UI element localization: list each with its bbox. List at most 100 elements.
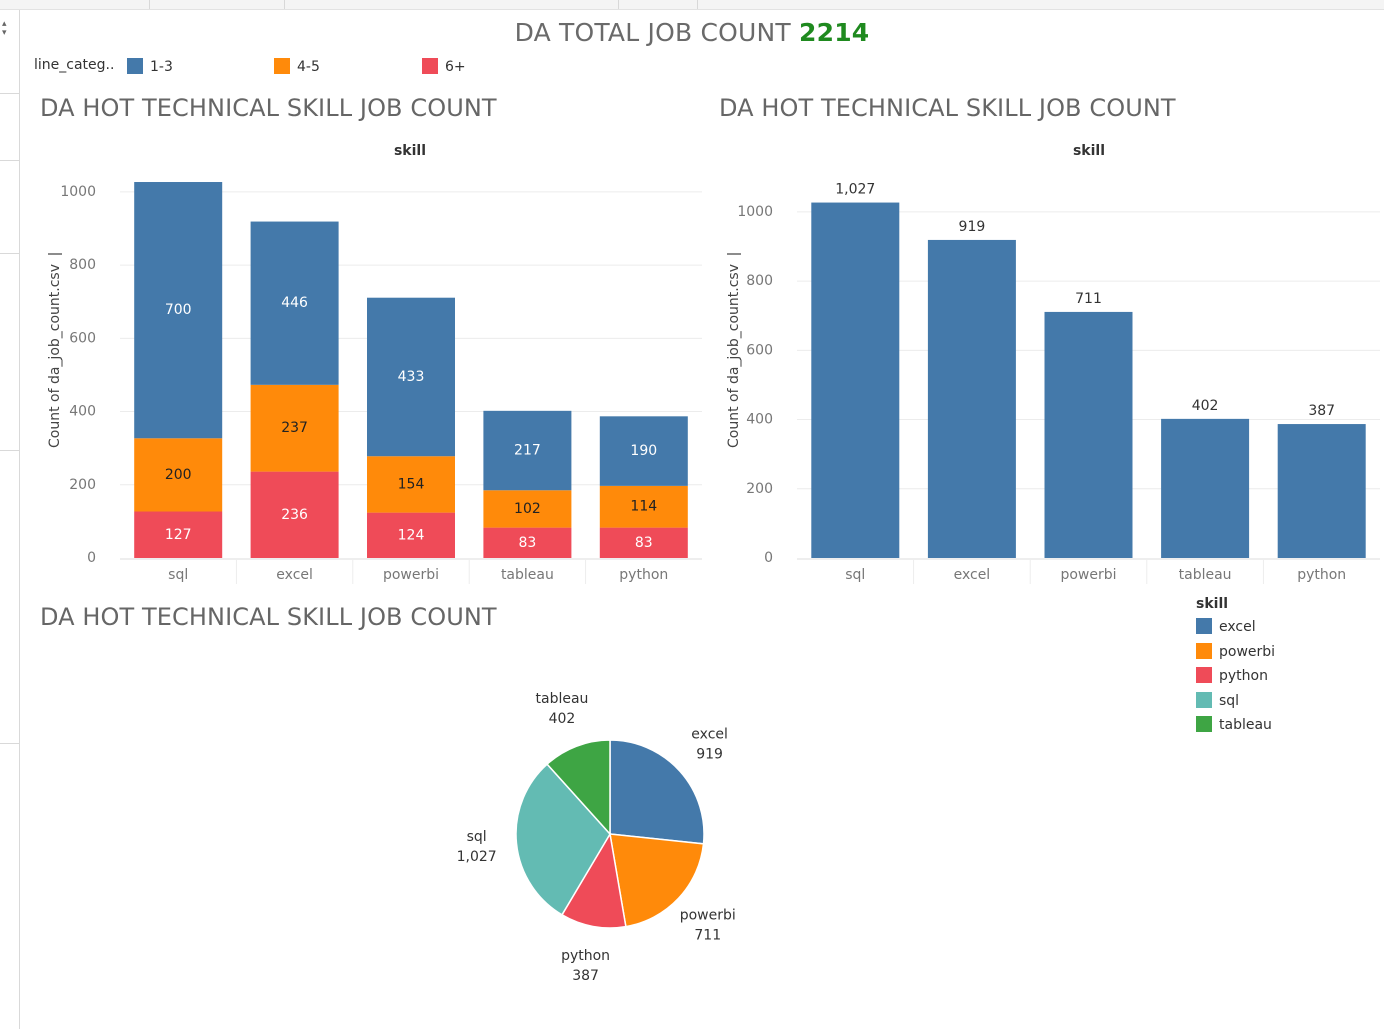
bar-segment-powerbi-6+[interactable] <box>367 512 455 558</box>
bar-segment-sql-1-3[interactable] <box>134 182 223 439</box>
line-category-legend-title: line_categ.. <box>34 57 115 73</box>
data-label: 200 <box>165 467 192 483</box>
legend-swatch <box>127 58 143 74</box>
total-job-count-value: 2214 <box>799 18 870 47</box>
skill-legend-item-tableau[interactable]: tableau <box>1196 716 1275 741</box>
data-label: 387 <box>1308 403 1335 419</box>
pie-slice-tableau[interactable] <box>546 739 611 836</box>
pie-label-value: 711 <box>694 928 721 944</box>
skill-legend-title: skill <box>1196 596 1229 612</box>
sort-updown-icon[interactable]: ▴ ▾ <box>2 19 7 38</box>
legend-swatch <box>422 58 438 74</box>
data-label: 700 <box>165 302 192 318</box>
data-label: 237 <box>281 420 308 436</box>
legend-item-4-5[interactable]: 4-5 <box>274 58 320 75</box>
top-toolbar-strip <box>0 0 1384 10</box>
y-axis-title: Count of da_job_count.csv <box>47 264 63 448</box>
toolbar-divider <box>149 0 150 9</box>
x-tick-label: tableau <box>501 567 554 583</box>
pie-label-value: 402 <box>549 711 576 727</box>
bar-segment-powerbi-4-5[interactable] <box>367 456 455 513</box>
legend-item-1-3[interactable]: 1-3 <box>127 58 173 75</box>
pie-label-name: python <box>561 948 610 964</box>
y-tick-label: 600 <box>746 342 773 358</box>
y-tick-label: 600 <box>69 330 96 346</box>
skill-legend-item-excel[interactable]: excel <box>1196 618 1275 643</box>
skill-legend[interactable]: skill excel powerbi python sql tableau <box>1196 596 1275 741</box>
y-tick-label: 400 <box>746 412 773 428</box>
panel-divider <box>0 160 19 161</box>
legend-label: 1-3 <box>150 59 173 75</box>
legend-label: excel <box>1219 619 1256 635</box>
pie-label-value: 919 <box>696 746 723 762</box>
data-label: 83 <box>518 535 536 551</box>
legend-label: tableau <box>1219 717 1272 733</box>
bar-tableau[interactable] <box>1161 418 1250 558</box>
legend-swatch <box>1196 618 1212 634</box>
legend-item-6-plus[interactable]: 6+ <box>422 58 466 75</box>
x-tick-label: python <box>1297 567 1346 583</box>
y-axis-title: Count of da_job_count.csv <box>726 264 742 448</box>
panel-divider <box>0 743 19 744</box>
pie-slice-python[interactable] <box>560 831 627 929</box>
skill-legend-item-powerbi[interactable]: powerbi <box>1196 642 1275 668</box>
column-header-skill: skill <box>394 143 426 159</box>
dashboard-title: DA TOTAL JOB COUNT 2214 <box>0 18 1384 47</box>
legend-swatch <box>1196 667 1212 683</box>
bar-segment-excel-1-3[interactable] <box>250 221 339 385</box>
column-header-skill: skill <box>1073 143 1105 159</box>
bar-segment-sql-6+[interactable] <box>134 511 223 558</box>
legend-label: sql <box>1219 692 1240 709</box>
bar-segment-python-4-5[interactable] <box>599 485 688 528</box>
x-tick-label: sql <box>168 567 188 583</box>
dashboard-title-text: DA TOTAL JOB COUNT <box>514 18 791 47</box>
bar-segment-excel-6+[interactable] <box>250 471 339 558</box>
skill-legend-item-python[interactable]: python <box>1196 667 1275 692</box>
legend-swatch <box>1196 691 1212 708</box>
pie-slice-powerbi[interactable] <box>609 833 705 928</box>
legend-swatch <box>1196 642 1212 659</box>
stacked-chart-title: DA HOT TECHNICAL SKILL JOB COUNT <box>40 94 497 122</box>
bar-segment-powerbi-1-3[interactable] <box>367 297 455 457</box>
data-label: 114 <box>630 499 657 515</box>
legend-label: python <box>1219 668 1268 684</box>
y-tick-label: 1000 <box>737 204 773 220</box>
left-side-panel[interactable]: ▴ ▾ <box>0 10 20 1029</box>
bar-segment-python-6+[interactable] <box>599 527 688 558</box>
bar-excel[interactable] <box>927 239 1016 559</box>
y-tick-label: 400 <box>69 404 96 420</box>
data-label: 919 <box>959 219 986 235</box>
pie-label-value: 387 <box>572 968 599 984</box>
x-tick-label: tableau <box>1179 567 1232 583</box>
y-tick-label: 800 <box>69 257 96 273</box>
bar-segment-excel-4-5[interactable] <box>250 384 339 472</box>
toolbar-divider <box>697 0 698 9</box>
y-tick-label: 0 <box>764 550 773 566</box>
x-tick-label: excel <box>276 567 313 583</box>
data-label: 154 <box>398 476 425 492</box>
data-label: 127 <box>165 527 192 543</box>
pie-label-name: tableau <box>536 691 589 707</box>
x-tick-label: python <box>619 567 668 583</box>
y-tick-label: 200 <box>746 481 773 497</box>
pie-slice-sql[interactable] <box>515 763 611 916</box>
legend-label: 6+ <box>445 59 466 75</box>
bar-segment-tableau-1-3[interactable] <box>483 410 572 491</box>
bar-segment-tableau-6+[interactable] <box>483 527 572 558</box>
data-label: 433 <box>398 369 425 385</box>
bar-segment-sql-4-5[interactable] <box>134 438 223 512</box>
bar-sql[interactable] <box>811 202 900 558</box>
pie-label-name: sql <box>467 829 487 845</box>
bar-segment-python-1-3[interactable] <box>599 416 688 486</box>
data-label: 190 <box>630 443 657 459</box>
legend-label: 4-5 <box>297 59 320 75</box>
bar-python[interactable] <box>1277 424 1366 558</box>
bar-segment-tableau-4-5[interactable] <box>483 490 572 528</box>
panel-divider <box>0 253 19 254</box>
skill-legend-item-sql[interactable]: sql <box>1196 691 1275 717</box>
bar-powerbi[interactable] <box>1044 311 1133 558</box>
data-label: 217 <box>514 443 541 459</box>
data-label: 124 <box>398 527 425 543</box>
pie-slice-excel[interactable] <box>609 739 705 845</box>
